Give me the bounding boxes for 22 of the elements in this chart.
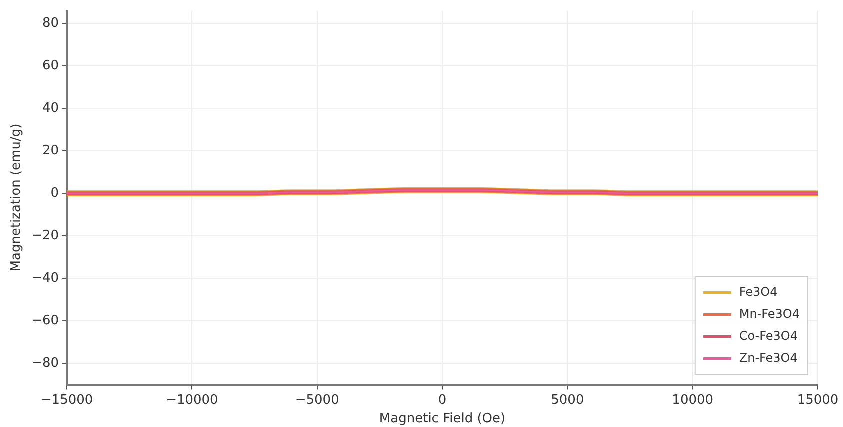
y-tick-label: 60 — [42, 58, 60, 74]
legend-label: Fe3O4 — [739, 284, 778, 299]
legend-label: Co-Fe3O4 — [739, 328, 798, 343]
legend-label: Mn-Fe3O4 — [739, 306, 800, 321]
y-axis-title: Magnetization (emu/g) — [9, 124, 24, 272]
legend-label: Zn-Fe3O4 — [739, 350, 798, 365]
x-tick-label: −10000 — [166, 392, 218, 408]
y-tick-label: 0 — [50, 186, 60, 201]
y-tick-label: −80 — [32, 356, 60, 371]
x-tick-label: 0 — [438, 392, 447, 408]
y-tick-label: −20 — [32, 228, 60, 244]
x-tick-label: 10000 — [672, 392, 714, 408]
x-axis-title: Magnetic Field (Oe) — [379, 412, 506, 427]
y-tick-label: −60 — [32, 313, 60, 328]
y-tick-label: 20 — [42, 143, 60, 158]
x-tick-label: −5000 — [295, 392, 340, 408]
y-tick-label: 80 — [42, 16, 60, 31]
x-tick-label: 5000 — [551, 392, 584, 408]
y-tick-label: 40 — [42, 100, 60, 116]
y-tick-label: −40 — [32, 270, 60, 286]
x-tick-label: 15000 — [797, 392, 839, 408]
x-tick-label: −15000 — [40, 392, 94, 408]
